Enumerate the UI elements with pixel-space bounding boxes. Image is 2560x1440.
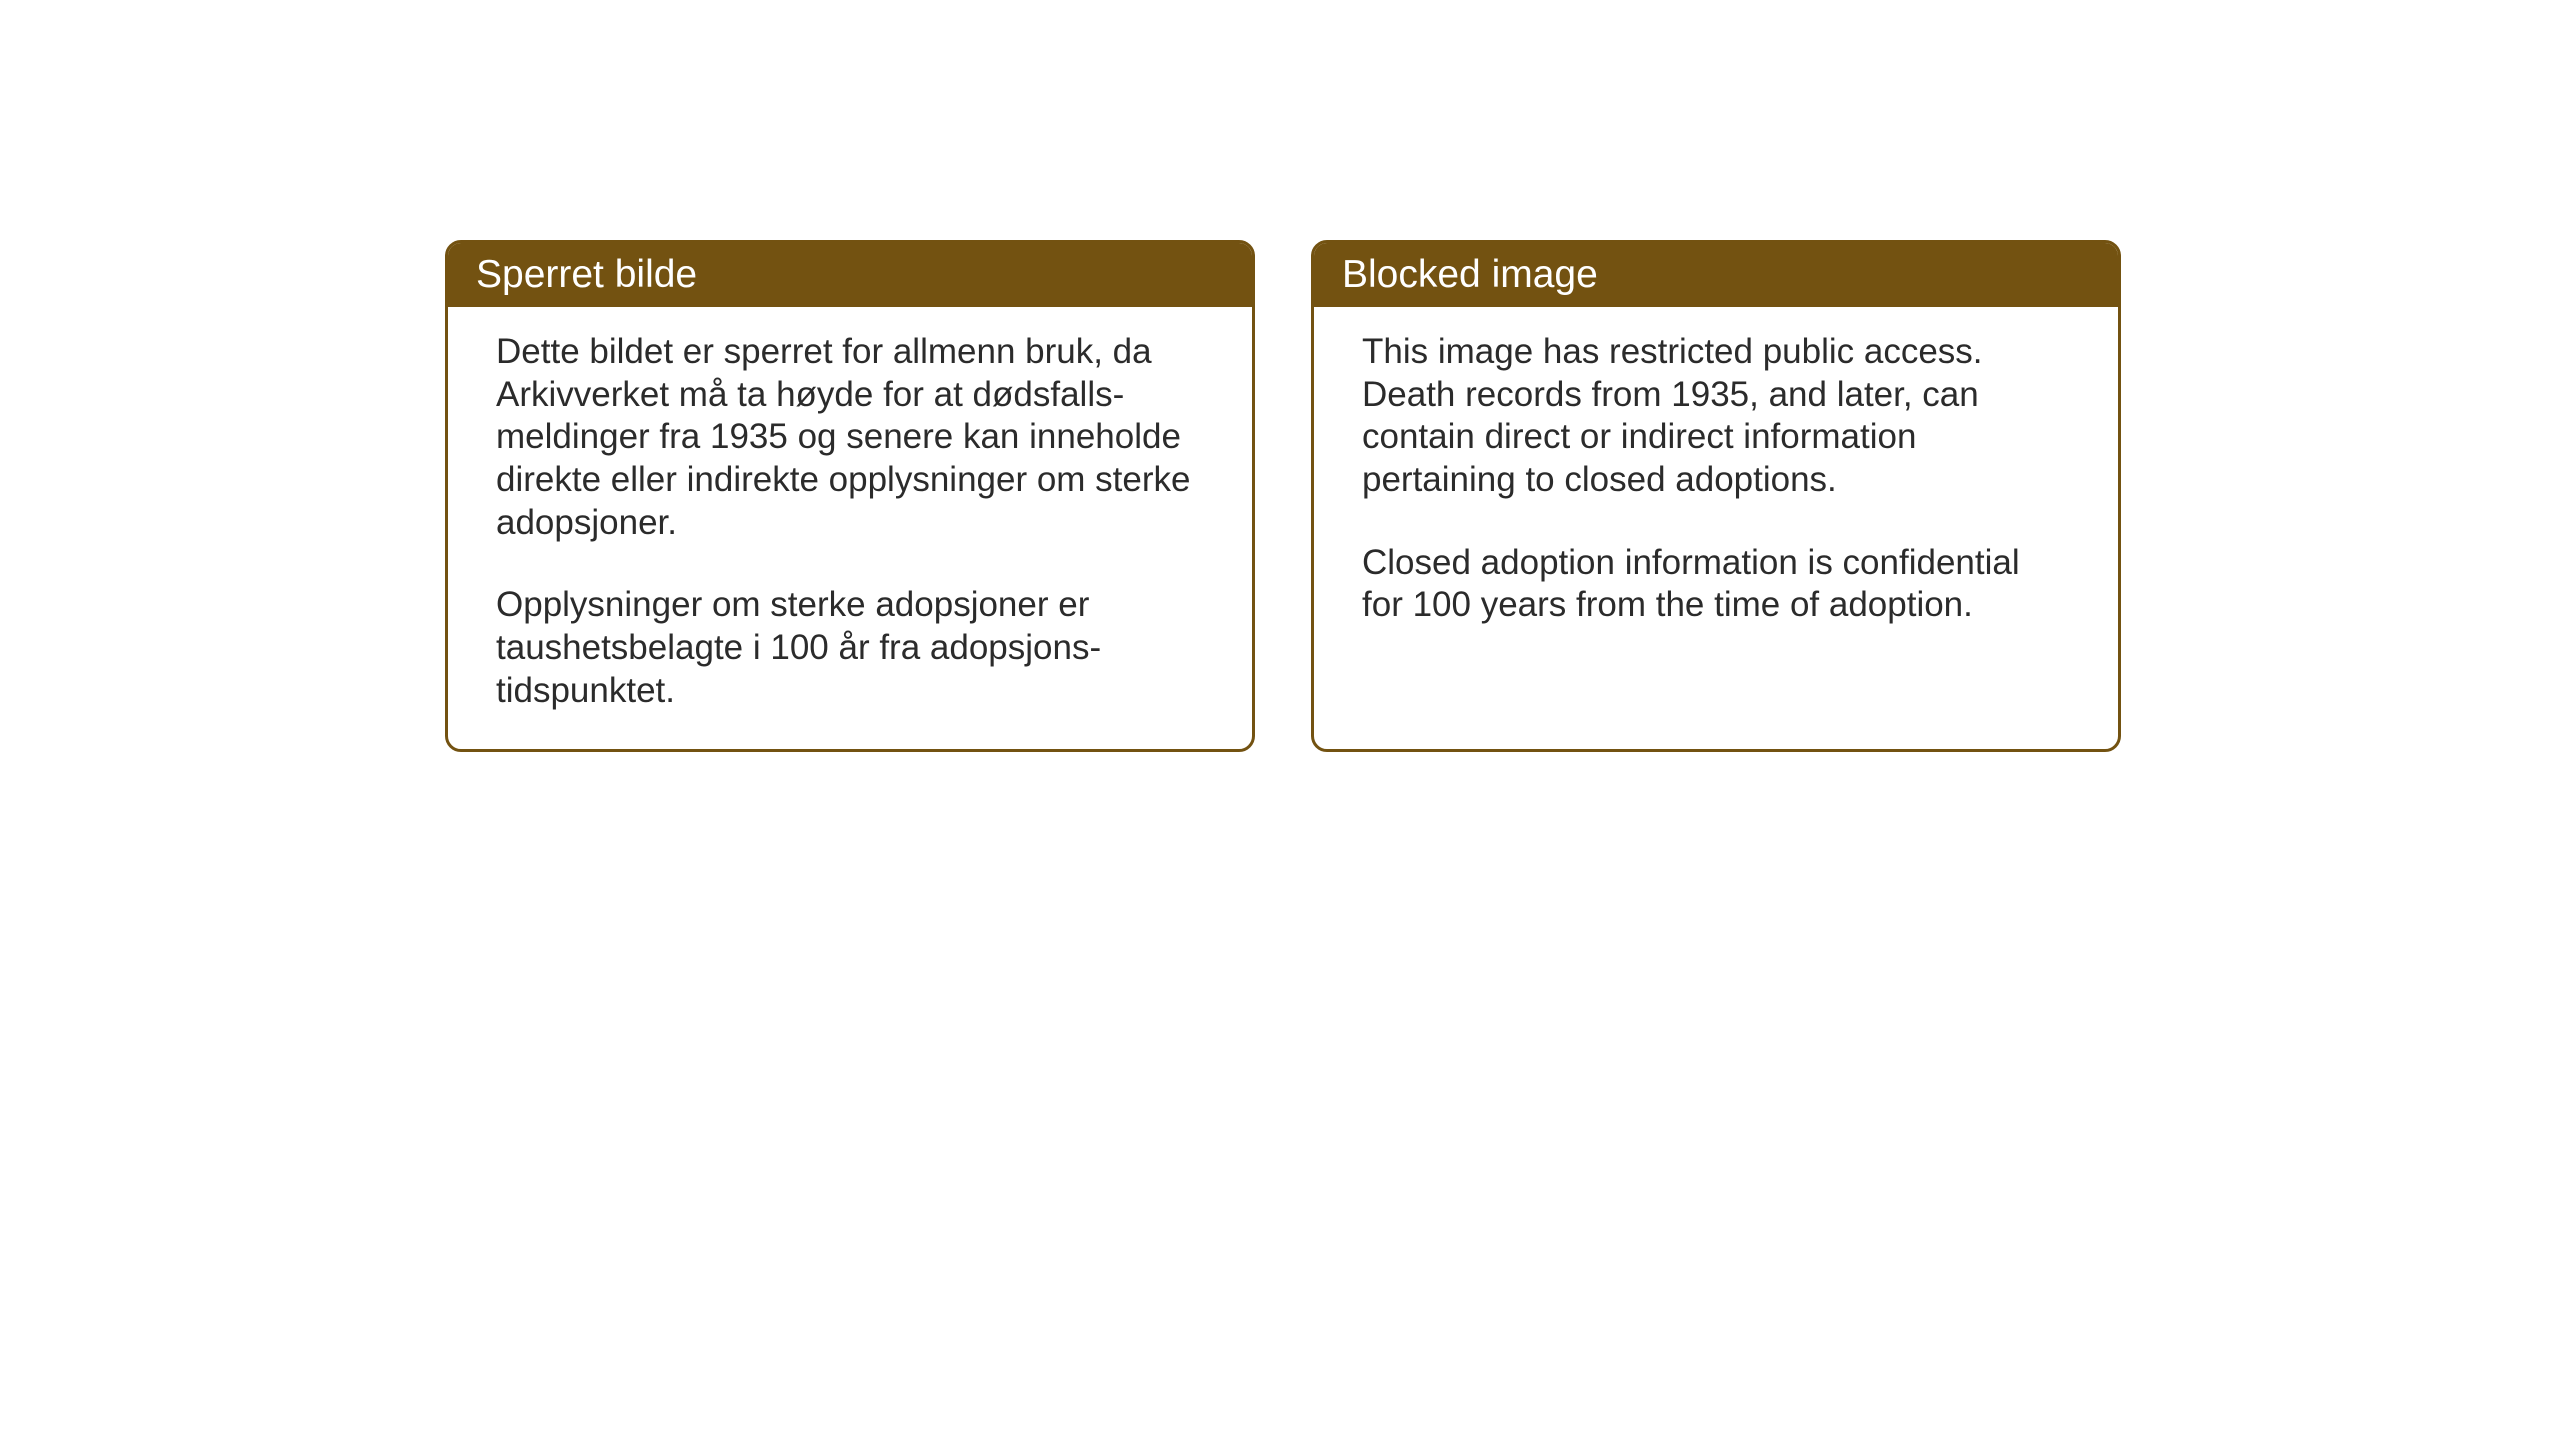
card-header-english: Blocked image [1314, 243, 2118, 307]
card-title-norwegian: Sperret bilde [476, 253, 697, 296]
notice-card-norwegian: Sperret bilde Dette bildet er sperret fo… [445, 240, 1255, 752]
card-body-english: This image has restricted public access.… [1314, 307, 2118, 663]
card-body-norwegian: Dette bildet er sperret for allmenn bruk… [448, 307, 1252, 749]
card-paragraph-1-norwegian: Dette bildet er sperret for allmenn bruk… [496, 331, 1204, 544]
card-paragraph-1-english: This image has restricted public access.… [1362, 331, 2070, 502]
cards-container: Sperret bilde Dette bildet er sperret fo… [445, 240, 2121, 752]
card-header-norwegian: Sperret bilde [448, 243, 1252, 307]
card-paragraph-2-norwegian: Opplysninger om sterke adopsjoner er tau… [496, 584, 1204, 712]
card-paragraph-2-english: Closed adoption information is confident… [1362, 542, 2070, 627]
card-title-english: Blocked image [1342, 253, 1598, 296]
notice-card-english: Blocked image This image has restricted … [1311, 240, 2121, 752]
